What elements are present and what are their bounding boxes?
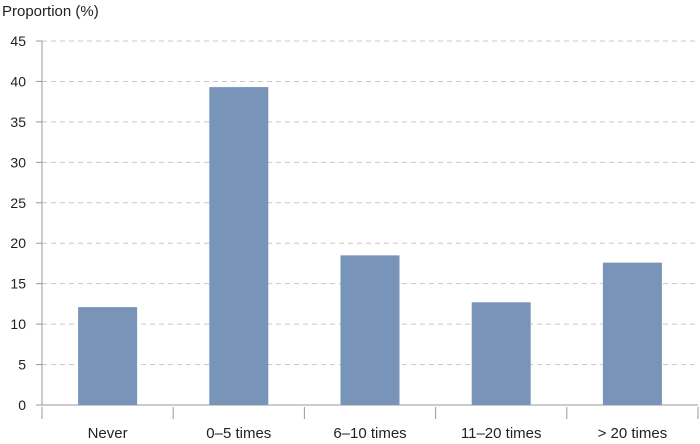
y-axis-label: Proportion (%) (2, 3, 99, 20)
bar-2 (340, 255, 400, 405)
y-tick-label: 15 (10, 276, 26, 292)
y-tick-label: 0 (18, 397, 26, 413)
bar-4 (602, 262, 662, 405)
y-tick-label: 35 (10, 114, 26, 130)
y-tick-label: 10 (10, 316, 26, 332)
y-tick-label: 40 (10, 73, 26, 89)
y-tick-label: 45 (10, 33, 26, 49)
y-tick-label: 5 (18, 357, 26, 373)
x-tick-label: 0–5 times (206, 425, 271, 442)
bar-3 (471, 302, 531, 405)
x-tick-label: > 20 times (598, 425, 668, 442)
y-tick-label: 30 (10, 154, 26, 170)
bar-1 (209, 87, 269, 406)
x-tick-label: 11–20 times (461, 425, 542, 442)
y-tick-label: 20 (10, 235, 26, 251)
x-tick-label: 6–10 times (333, 425, 406, 442)
bar-0 (78, 307, 138, 405)
x-tick-label: Never (88, 425, 128, 442)
y-tick-label: 25 (10, 195, 26, 211)
